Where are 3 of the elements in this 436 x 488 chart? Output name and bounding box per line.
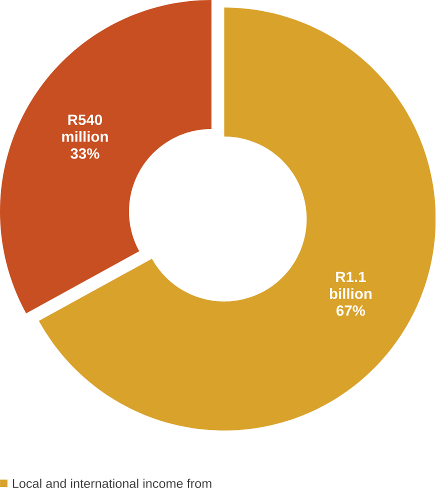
data-label: R1.1 billion 67%	[330, 272, 372, 316]
data-label: R540 million 33%	[62, 114, 108, 159]
legend-label: Local and international income from	[13, 478, 212, 488]
